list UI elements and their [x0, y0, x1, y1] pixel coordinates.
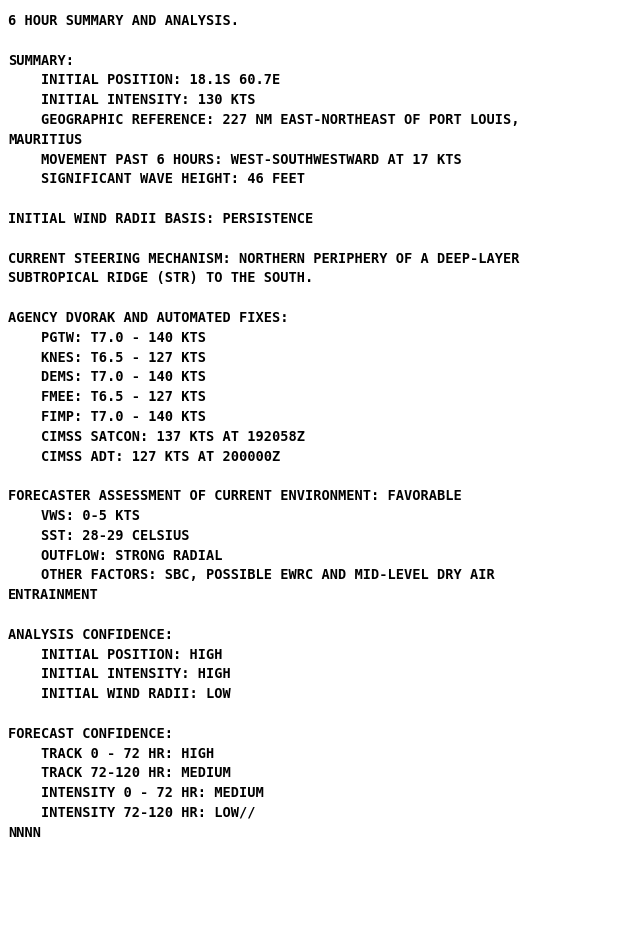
- Text: INITIAL WIND RADII: LOW: INITIAL WIND RADII: LOW: [8, 687, 231, 701]
- Text: INITIAL INTENSITY: 130 KTS: INITIAL INTENSITY: 130 KTS: [8, 94, 256, 107]
- Text: AGENCY DVORAK AND AUTOMATED FIXES:: AGENCY DVORAK AND AUTOMATED FIXES:: [8, 311, 289, 325]
- Text: SST: 28-29 CELSIUS: SST: 28-29 CELSIUS: [8, 529, 190, 543]
- Text: FIMP: T7.0 - 140 KTS: FIMP: T7.0 - 140 KTS: [8, 410, 206, 424]
- Text: INTENSITY 72-120 HR: LOW//: INTENSITY 72-120 HR: LOW//: [8, 806, 256, 820]
- Text: FMEE: T6.5 - 127 KTS: FMEE: T6.5 - 127 KTS: [8, 390, 206, 405]
- Text: TRACK 72-120 HR: MEDIUM: TRACK 72-120 HR: MEDIUM: [8, 767, 231, 781]
- Text: FORECAST CONFIDENCE:: FORECAST CONFIDENCE:: [8, 727, 173, 741]
- Text: PGTW: T7.0 - 140 KTS: PGTW: T7.0 - 140 KTS: [8, 331, 206, 344]
- Text: CIMSS ADT: 127 KTS AT 200000Z: CIMSS ADT: 127 KTS AT 200000Z: [8, 450, 280, 464]
- Text: INITIAL POSITION: 18.1S 60.7E: INITIAL POSITION: 18.1S 60.7E: [8, 73, 280, 87]
- Text: OTHER FACTORS: SBC, POSSIBLE EWRC AND MID-LEVEL DRY AIR: OTHER FACTORS: SBC, POSSIBLE EWRC AND MI…: [8, 569, 495, 582]
- Text: FORECASTER ASSESSMENT OF CURRENT ENVIRONMENT: FAVORABLE: FORECASTER ASSESSMENT OF CURRENT ENVIRON…: [8, 489, 462, 503]
- Text: MAURITIUS: MAURITIUS: [8, 132, 82, 147]
- Text: VWS: 0-5 KTS: VWS: 0-5 KTS: [8, 509, 140, 523]
- Text: INTENSITY 0 - 72 HR: MEDIUM: INTENSITY 0 - 72 HR: MEDIUM: [8, 786, 264, 800]
- Text: OUTFLOW: STRONG RADIAL: OUTFLOW: STRONG RADIAL: [8, 548, 223, 563]
- Text: INITIAL WIND RADII BASIS: PERSISTENCE: INITIAL WIND RADII BASIS: PERSISTENCE: [8, 212, 314, 226]
- Text: NNNN: NNNN: [8, 826, 41, 840]
- Text: 6 HOUR SUMMARY AND ANALYSIS.: 6 HOUR SUMMARY AND ANALYSIS.: [8, 14, 239, 28]
- Text: CURRENT STEERING MECHANISM: NORTHERN PERIPHERY OF A DEEP-LAYER: CURRENT STEERING MECHANISM: NORTHERN PER…: [8, 252, 520, 266]
- Text: SIGNIFICANT WAVE HEIGHT: 46 FEET: SIGNIFICANT WAVE HEIGHT: 46 FEET: [8, 172, 305, 186]
- Text: SUBTROPICAL RIDGE (STR) TO THE SOUTH.: SUBTROPICAL RIDGE (STR) TO THE SOUTH.: [8, 271, 314, 285]
- Text: GEOGRAPHIC REFERENCE: 227 NM EAST-NORTHEAST OF PORT LOUIS,: GEOGRAPHIC REFERENCE: 227 NM EAST-NORTHE…: [8, 113, 520, 127]
- Text: SUMMARY:: SUMMARY:: [8, 54, 74, 68]
- Text: TRACK 0 - 72 HR: HIGH: TRACK 0 - 72 HR: HIGH: [8, 746, 214, 760]
- Text: INITIAL POSITION: HIGH: INITIAL POSITION: HIGH: [8, 647, 223, 661]
- Text: CIMSS SATCON: 137 KTS AT 192058Z: CIMSS SATCON: 137 KTS AT 192058Z: [8, 430, 305, 444]
- Text: INITIAL INTENSITY: HIGH: INITIAL INTENSITY: HIGH: [8, 668, 231, 682]
- Text: ENTRAINMENT: ENTRAINMENT: [8, 588, 99, 602]
- Text: ANALYSIS CONFIDENCE:: ANALYSIS CONFIDENCE:: [8, 628, 173, 642]
- Text: MOVEMENT PAST 6 HOURS: WEST-SOUTHWESTWARD AT 17 KTS: MOVEMENT PAST 6 HOURS: WEST-SOUTHWESTWAR…: [8, 153, 462, 167]
- Text: KNES: T6.5 - 127 KTS: KNES: T6.5 - 127 KTS: [8, 351, 206, 365]
- Text: DEMS: T7.0 - 140 KTS: DEMS: T7.0 - 140 KTS: [8, 370, 206, 384]
